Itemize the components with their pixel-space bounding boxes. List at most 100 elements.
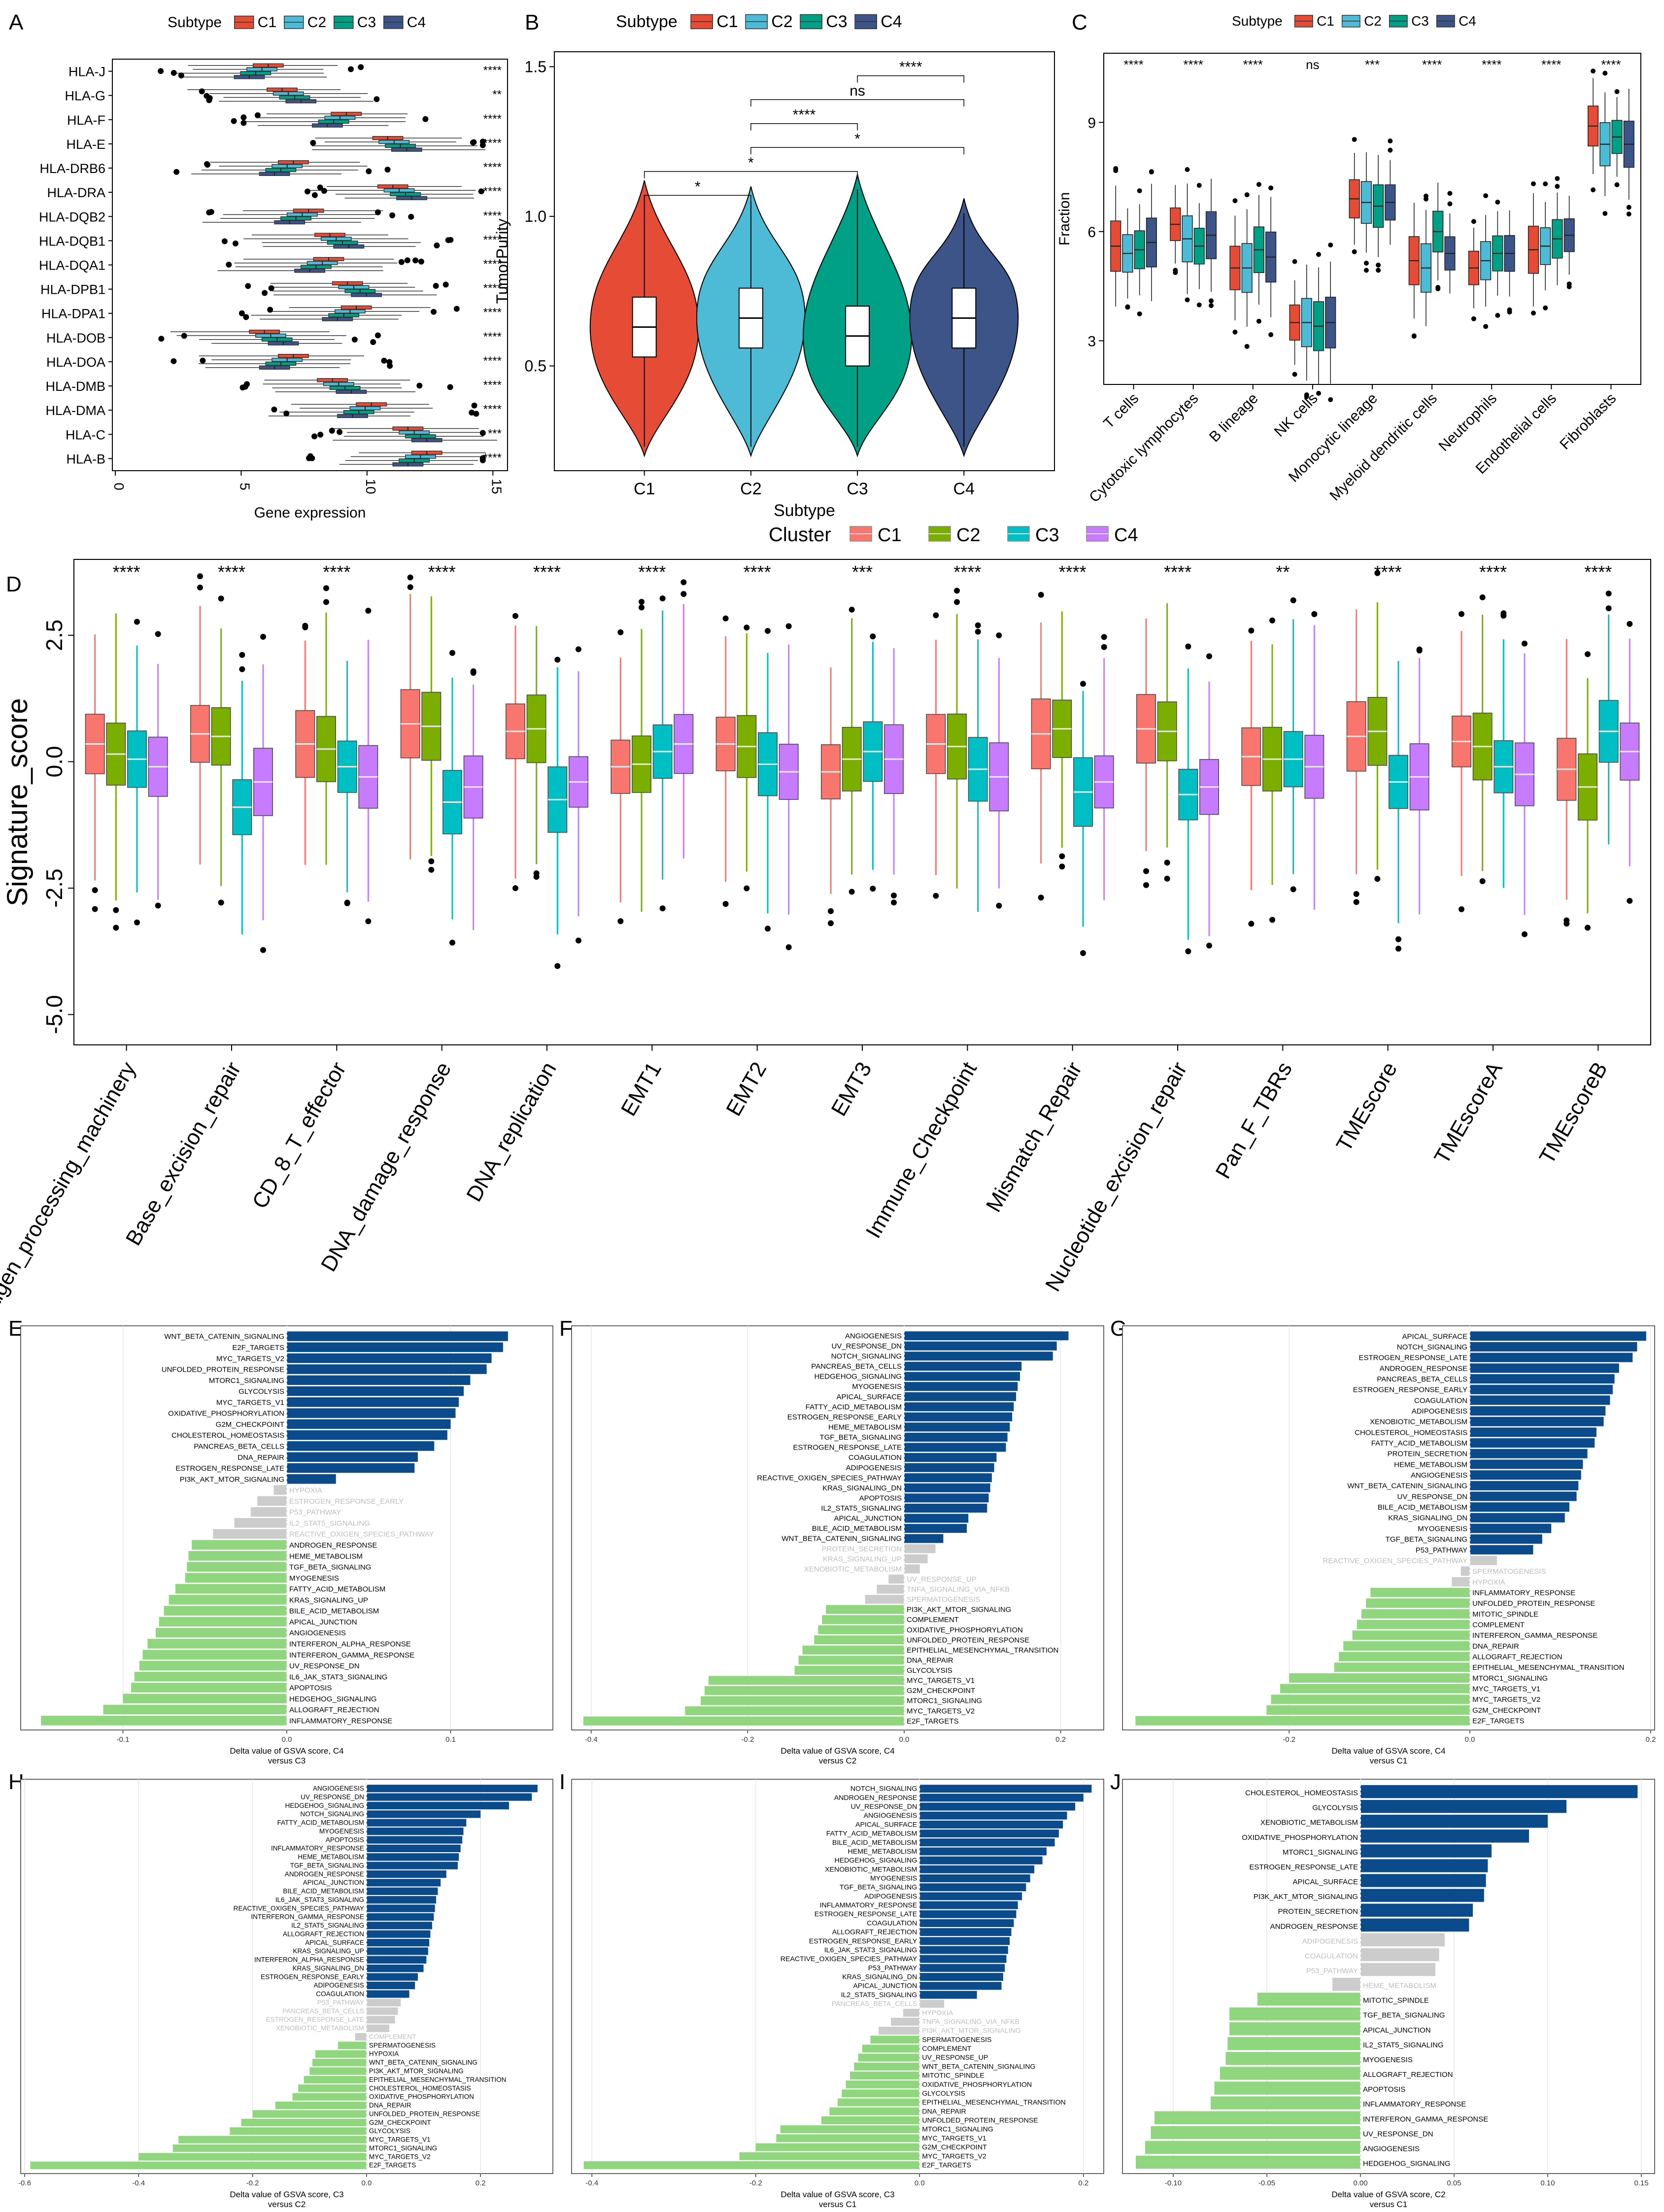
pathway-label: INTERFERON_GAMMA_RESPONSE [289, 1651, 414, 1659]
gsva-bar [230, 2127, 367, 2135]
gsva-bar [1470, 1342, 1637, 1352]
pathway-label: P53_PATHWAY [317, 1999, 364, 2006]
x-axis-title-f: Delta value of GSVA score, C4 [781, 1746, 894, 1756]
significance-label: **** [1243, 57, 1263, 72]
outlier-point [1605, 590, 1612, 597]
significance-label: **** [744, 562, 771, 582]
x-tick-label: EMT2 [721, 1058, 771, 1120]
gsva-bar [798, 1656, 904, 1665]
gsva-bar [919, 1919, 1014, 1927]
gsva-bar [1225, 2052, 1360, 2065]
outlier-point [891, 899, 897, 906]
panel-label-J: J [1110, 1770, 1121, 1794]
pathway-label: UV_RESPONSE_UP [922, 2054, 988, 2062]
x-tick-label: B lineage [1206, 390, 1261, 446]
gsva-bar [919, 1883, 1026, 1892]
gsva-bar [854, 2062, 920, 2071]
gsva-bar [366, 1922, 432, 1930]
outlier-point [1479, 878, 1486, 884]
gsva-bar [1360, 1830, 1529, 1843]
pathway-label: ALLOGRAFT_REJECTION [1363, 2071, 1453, 2079]
pathway-label: ANGIOGENESIS [289, 1629, 346, 1637]
outlier-point [1209, 303, 1214, 308]
pathway-label: COMPLEMENT [907, 1616, 959, 1624]
pathway-label: HEDGEHOG_SIGNALING [814, 1373, 902, 1381]
comparison-bracket [644, 195, 751, 203]
gsva-bar [1470, 1523, 1552, 1533]
significance-label: **** [483, 306, 502, 319]
pathway-label: INTERFERON_GAMMA_RESPONSE [1472, 1631, 1597, 1640]
x-tick-label: C1 [634, 480, 655, 498]
pathway-label: APOPTOSIS [326, 1836, 364, 1843]
outlier-point [1500, 610, 1507, 617]
gsva-bar [1470, 1406, 1606, 1416]
gsva-bar [315, 2050, 367, 2058]
outlier-point [1304, 394, 1309, 399]
pathway-label: ANDROGEN_RESPONSE [285, 1870, 364, 1878]
significance-label: *** [488, 427, 502, 440]
outlier-point [311, 433, 318, 440]
pathway-label: MYC_TARGETS_V2 [922, 2152, 986, 2160]
x-tick-label: C4 [953, 480, 975, 498]
outlier-point [1585, 925, 1591, 931]
x-tick-label: Pan_F_TBRs [1211, 1058, 1297, 1183]
pathway-label: TGF_BETA_SIGNALING [1363, 2011, 1445, 2020]
gsva-bar [1470, 1449, 1588, 1458]
outlier-point [344, 900, 350, 906]
outlier-point [200, 357, 206, 364]
pathway-label: MYC_TARGETS_V1 [369, 2136, 431, 2143]
outlier-point [478, 188, 484, 195]
outlier-point [218, 899, 224, 906]
x-tick-label: -0.2 [749, 2179, 762, 2187]
outlier-point [92, 887, 98, 894]
gsva-bar [919, 1785, 1092, 1793]
legend-label-C1: C1 [878, 525, 902, 546]
gsva-bar [904, 1544, 936, 1554]
outlier-point [199, 88, 205, 95]
gsva-bar [366, 1913, 434, 1921]
outlier-point [398, 259, 405, 265]
pathway-label: WNT_BETA_CATENIN_SIGNALING [781, 1535, 902, 1543]
pathway-label: ANDROGEN_RESPONSE [1380, 1364, 1467, 1373]
pathway-label: INFLAMMATORY_RESPONSE [1472, 1589, 1575, 1597]
outlier-point [155, 902, 161, 909]
outlier-point [374, 209, 381, 215]
outlier-point [231, 118, 237, 124]
gsva-bar [1289, 1673, 1470, 1683]
pathway-label: MYC_TARGETS_V2 [369, 2153, 431, 2160]
outlier-point [206, 95, 213, 102]
gsva-bar [1470, 1502, 1569, 1512]
x-axis-title-h: Delta value of GSVA score, C3 [230, 2190, 343, 2199]
gsva-bar [1360, 1814, 1548, 1828]
x-tick-label: Myeloid dendritic cells [1326, 390, 1440, 504]
significance-label: **** [218, 562, 245, 582]
outlier-point [479, 430, 486, 436]
pathway-label: MYOGENESIS [289, 1574, 339, 1583]
gsva-bar [164, 1606, 287, 1616]
gsva-bar [919, 1838, 1055, 1847]
pathway-label: E2F_TARGETS [907, 1717, 959, 1726]
bracket-label: ns [849, 83, 865, 99]
pathway-label: NOTCH_SIGNALING [1397, 1343, 1467, 1351]
outlier-point [1149, 169, 1154, 174]
gsva-bar [1343, 1641, 1470, 1651]
pathway-label: APOPTOSIS [289, 1684, 332, 1693]
x-tick-label: C2 [740, 480, 761, 498]
x-tick-label: 15 [489, 479, 504, 494]
pathway-label: P53_PATHWAY [1416, 1546, 1467, 1555]
gsva-bar [865, 1594, 904, 1604]
pathway-label: PI3K_AKT_MTOR_SIGNALING [907, 1606, 1011, 1614]
gsva-bar [287, 1386, 464, 1396]
pathway-label: APICAL_SURFACE [1292, 1878, 1358, 1886]
outlier-point [323, 599, 329, 605]
x-axis-title-i: Delta value of GSVA score, C3 [781, 2190, 894, 2199]
outlier-point [533, 873, 540, 880]
x-tick-label: 0.00 [1353, 2179, 1367, 2187]
gsva-bar [366, 1999, 401, 2006]
pathway-label: MITOTIC_SPINDLE [922, 2072, 985, 2080]
pathway-label: INFLAMMATORY_RESPONSE [820, 1901, 917, 1909]
outlier-point [975, 622, 981, 628]
gsva-bar [1366, 1598, 1470, 1608]
gsva-bar [287, 1463, 415, 1473]
gsva-bar [366, 1947, 428, 1955]
